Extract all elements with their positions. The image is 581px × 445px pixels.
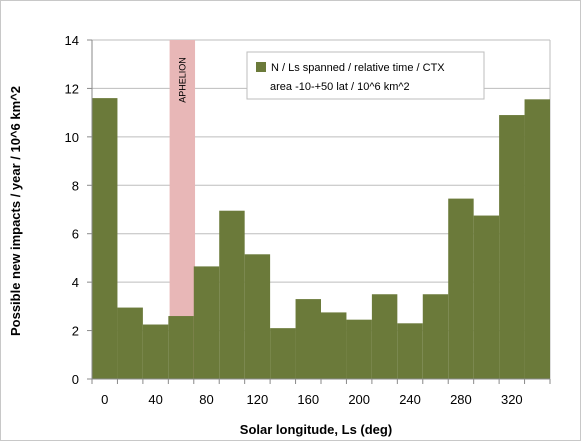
y-tick-label-6: 6 <box>72 227 79 242</box>
y-tick-label-14: 14 <box>65 33 79 48</box>
bar-60 <box>168 316 194 379</box>
bar-0 <box>92 98 118 379</box>
bar-100 <box>219 210 245 379</box>
y-tick-label-10: 10 <box>65 130 79 145</box>
y-tick-label-0: 0 <box>72 372 79 387</box>
legend: N / Ls spanned / relative time / CTX area… <box>246 51 485 100</box>
bar-180 <box>321 312 347 379</box>
legend-swatch <box>256 62 266 72</box>
legend-label-line-2: area -10-+50 lat / 10^6 km^2 <box>270 81 410 93</box>
y-tick-label-4: 4 <box>72 275 79 290</box>
bar-300 <box>473 215 500 379</box>
x-tick-label-80: 80 <box>199 392 213 407</box>
bar-340 <box>524 99 550 379</box>
axes-layer: 0 2 4 6 8 10 12 14 0 40 80 120 160 200 240 280 320 <box>65 33 551 407</box>
bars-layer <box>92 98 550 380</box>
legend-box <box>246 51 485 100</box>
x-tick-label-0: 0 <box>101 392 108 407</box>
bar-160 <box>295 299 321 379</box>
bar-280 <box>448 198 474 379</box>
bar-140 <box>270 328 296 379</box>
legend-label-line-1: N / Ls spanned / relative time / CTX <box>271 62 445 74</box>
bar-20 <box>117 307 143 379</box>
bar-40 <box>142 324 169 379</box>
x-axis-title: Solar longitude, Ls (deg) <box>240 422 392 437</box>
y-axis-title: Possible new impacts / year / 10^6 km^2 <box>8 86 23 336</box>
y-tick-label-8: 8 <box>72 178 79 193</box>
x-tick-label-40: 40 <box>148 392 162 407</box>
bar-200 <box>346 319 372 379</box>
bar-240 <box>397 323 423 379</box>
bar-260 <box>422 294 449 379</box>
x-tick-label-280: 280 <box>450 392 472 407</box>
aphelion-label: APHELION <box>177 57 187 103</box>
y-tick-label-2: 2 <box>72 324 79 339</box>
x-tick-label-240: 240 <box>399 392 421 407</box>
bar-120 <box>244 254 271 379</box>
x-tick-label-120: 120 <box>247 392 269 407</box>
x-tick-label-160: 160 <box>297 392 319 407</box>
bar-80 <box>193 266 220 379</box>
y-tick-label-12: 12 <box>65 81 79 96</box>
bar-220 <box>371 294 398 379</box>
bar-320 <box>499 115 525 380</box>
x-tick-label-320: 320 <box>501 392 523 407</box>
x-tick-label-200: 200 <box>348 392 370 407</box>
